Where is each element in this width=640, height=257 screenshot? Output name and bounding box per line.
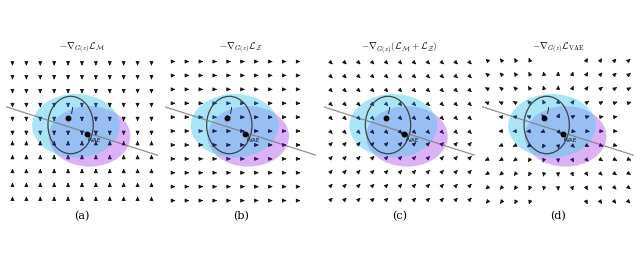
Ellipse shape bbox=[508, 94, 596, 158]
Title: $-\nabla_{G(z)}\mathcal{L}_{\mathcal{M}}$: $-\nabla_{G(z)}\mathcal{L}_{\mathcal{M}}… bbox=[59, 40, 105, 56]
Text: $I_{\mathrm{VAE}}$: $I_{\mathrm{VAE}}$ bbox=[87, 133, 102, 145]
Text: $I_{\mathrm{VAE}}$: $I_{\mathrm{VAE}}$ bbox=[404, 133, 419, 145]
Ellipse shape bbox=[366, 106, 448, 167]
Text: $I$: $I$ bbox=[387, 105, 391, 116]
Text: $I$: $I$ bbox=[228, 105, 232, 116]
Title: $-\nabla_{G(z)}\left(\mathcal{L}_{\mathcal{M}}+\mathcal{L}_{\mathcal{Z}}\right)$: $-\nabla_{G(z)}\left(\mathcal{L}_{\mathc… bbox=[361, 40, 437, 56]
Ellipse shape bbox=[49, 106, 131, 167]
Text: (b): (b) bbox=[233, 211, 248, 222]
Ellipse shape bbox=[525, 106, 606, 167]
Ellipse shape bbox=[207, 106, 289, 167]
Title: $-\nabla_{G(z)}\mathcal{L}_{\mathrm{VAE}}$: $-\nabla_{G(z)}\mathcal{L}_{\mathrm{VAE}… bbox=[532, 40, 584, 56]
Text: (c): (c) bbox=[392, 211, 407, 222]
Ellipse shape bbox=[191, 94, 278, 158]
Text: (d): (d) bbox=[550, 211, 566, 222]
Ellipse shape bbox=[32, 94, 120, 158]
Text: $I$: $I$ bbox=[70, 105, 74, 116]
Text: $I_{\mathrm{VAE}}$: $I_{\mathrm{VAE}}$ bbox=[563, 133, 578, 145]
Ellipse shape bbox=[349, 94, 437, 158]
Text: (a): (a) bbox=[74, 211, 90, 222]
Title: $-\nabla_{G(z)}\mathcal{L}_{\mathcal{Z}}$: $-\nabla_{G(z)}\mathcal{L}_{\mathcal{Z}}… bbox=[219, 40, 262, 56]
Text: $I_{\mathrm{VAE}}$: $I_{\mathrm{VAE}}$ bbox=[246, 133, 260, 145]
Text: $I$: $I$ bbox=[546, 105, 550, 116]
